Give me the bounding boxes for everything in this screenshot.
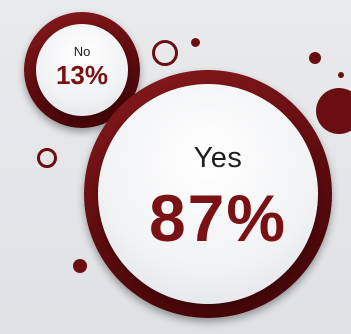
slice-label-no: No — [73, 44, 91, 59]
slice-value-yes: 87% — [148, 181, 288, 255]
decor-dot-right-tiny — [338, 72, 344, 78]
slice-label-yes: Yes — [193, 142, 243, 174]
decor-dot-top-small — [191, 38, 200, 47]
decor-dot-bottom-left — [73, 259, 87, 273]
slice-value-no: 13% — [55, 60, 109, 90]
no-bubble — [36, 24, 128, 116]
decor-dot-right-large — [316, 88, 351, 134]
decor-ring-dot-top — [152, 40, 178, 66]
decor-dot-right — [309, 52, 321, 64]
decor-ring-dot-left — [37, 148, 57, 168]
yes-bubble — [98, 84, 318, 304]
